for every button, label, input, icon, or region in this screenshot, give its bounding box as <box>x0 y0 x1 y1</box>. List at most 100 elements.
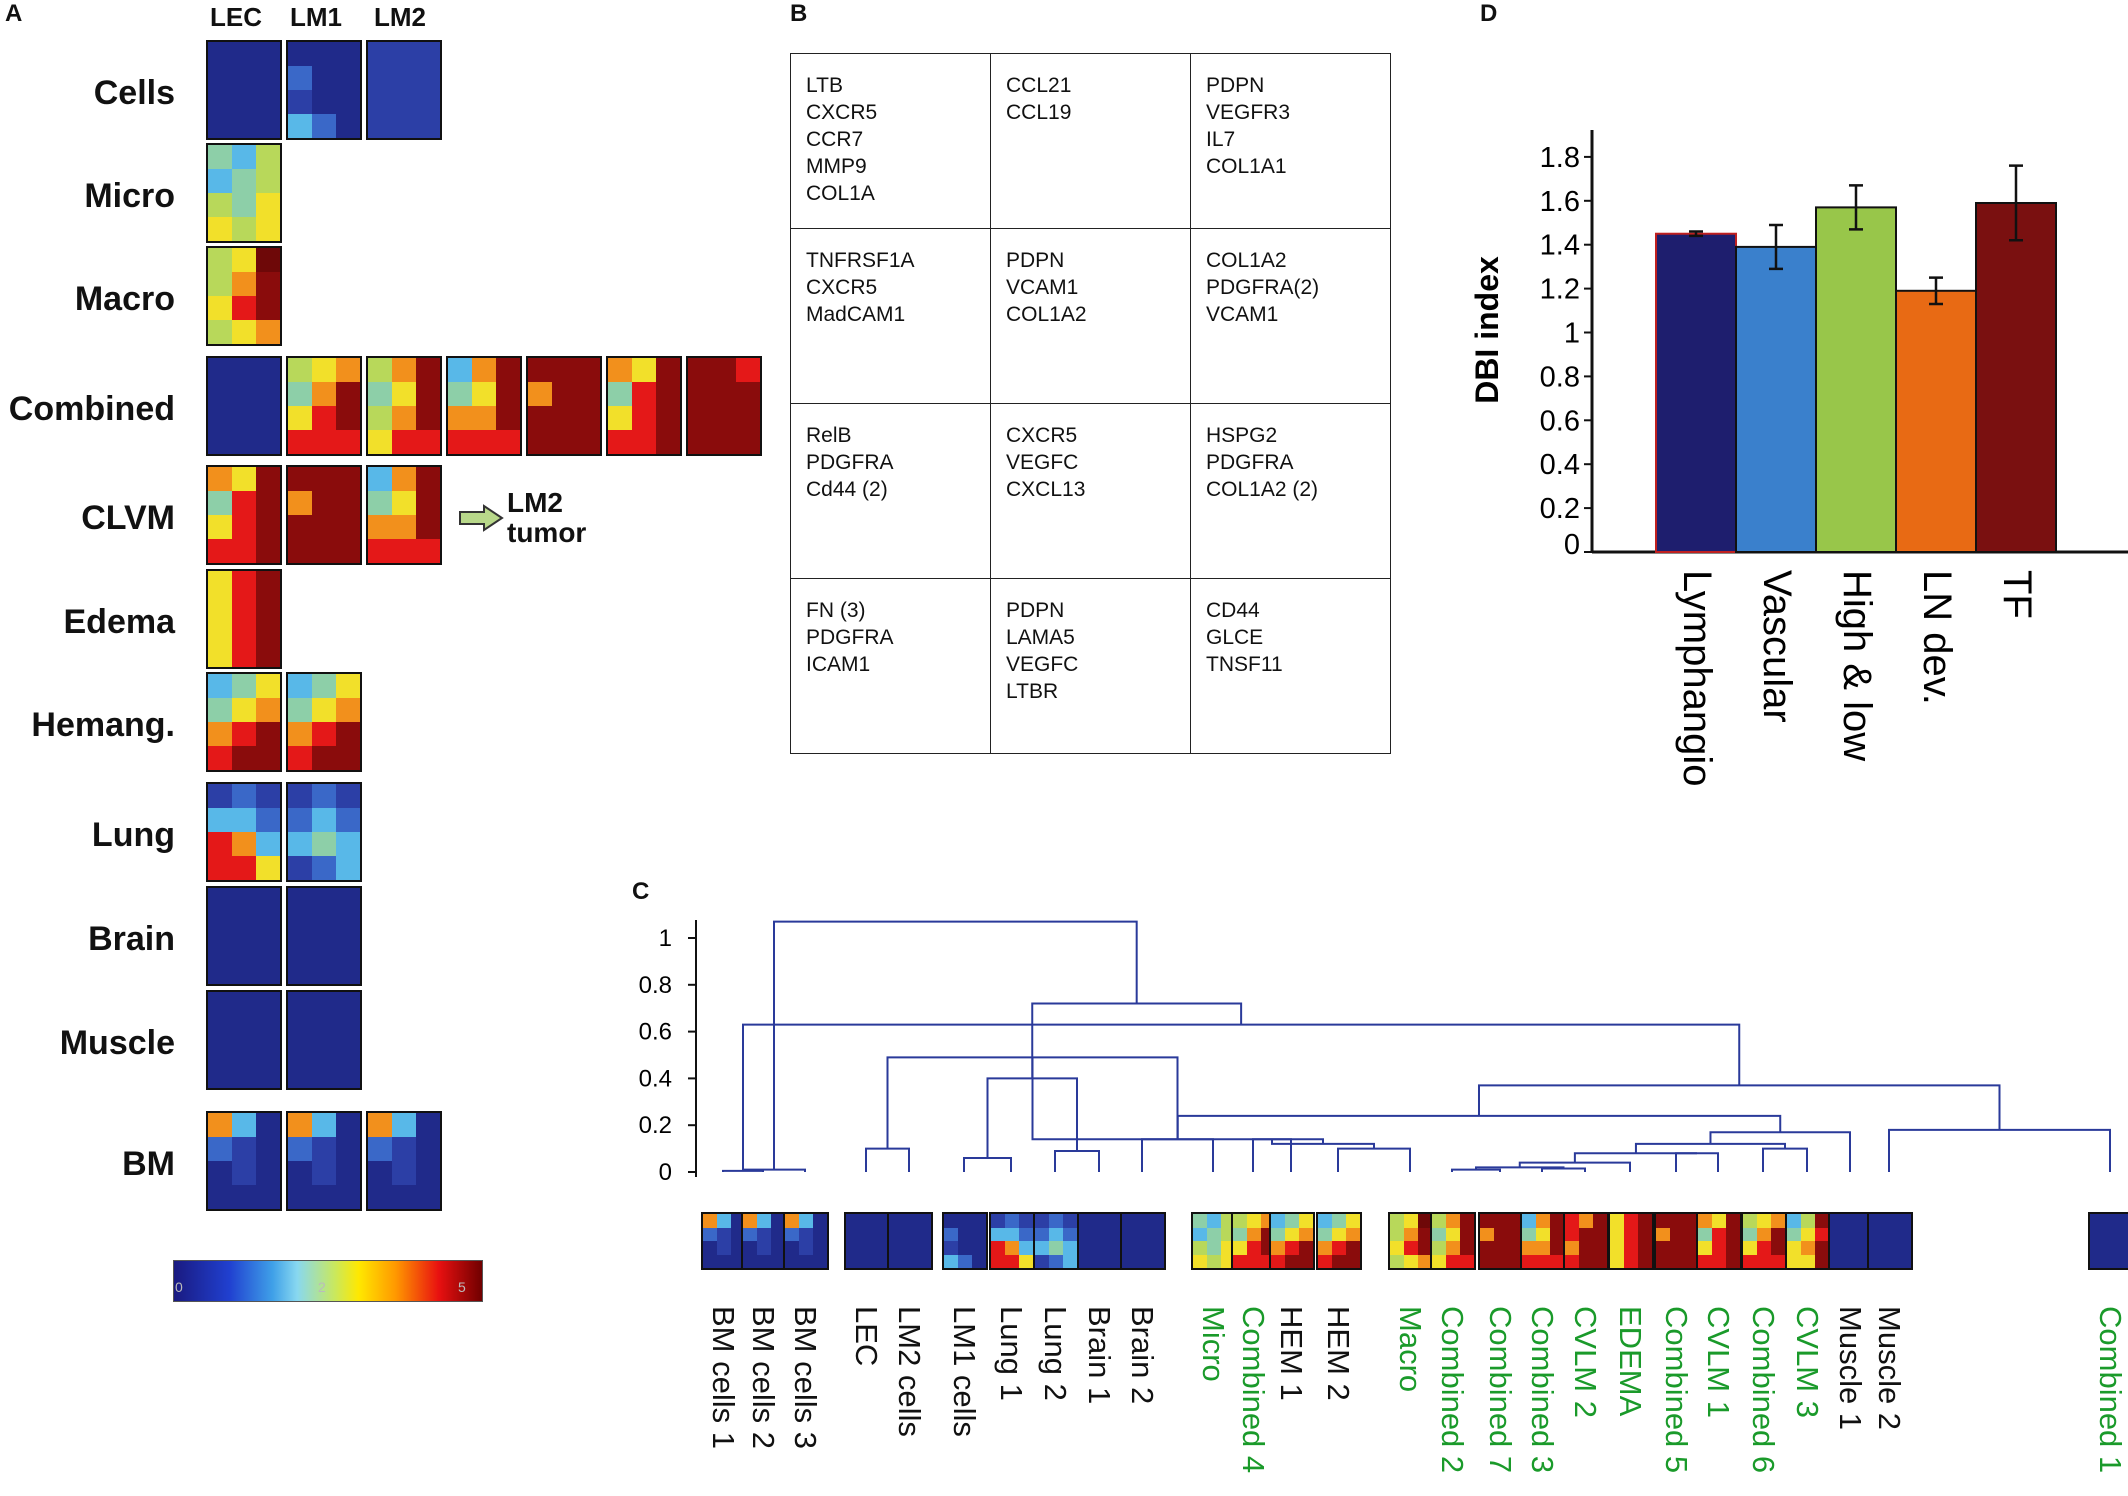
dbi-bar-chart: 0 0.2 0.4 0.6 0.8 1 1.2 1.4 1.6 1.8 DBI index Lymph… <box>1469 130 2128 786</box>
arrow-label: LM2 tumor <box>507 488 586 548</box>
gene-name: CCL21 <box>1006 74 1072 97</box>
heatmap-tile <box>286 465 362 565</box>
gene-name: LTBR <box>1006 680 1059 703</box>
y-tick-label: 1 <box>1564 318 1580 350</box>
gene-name: CXCR5 <box>806 101 878 124</box>
gene-list-cell: FN (3) PDGFRA ICAM1 <box>790 578 991 754</box>
y-tick-label: 0 <box>1564 529 1580 561</box>
gene-name: IL7 <box>1206 128 1236 151</box>
leaf-label: Combined 1 <box>2093 1306 2128 1474</box>
bar-vascular <box>1735 245 1817 554</box>
gene-name: VCAM1 <box>1206 303 1279 326</box>
leaf-label: LM1 cells <box>947 1306 982 1437</box>
heatmap-tile <box>206 1111 282 1211</box>
leaf-label: Muscle 1 <box>1833 1306 1868 1431</box>
leaf-label: BM cells 3 <box>788 1306 823 1449</box>
arrow-label-line1: LM2 <box>507 487 563 518</box>
dendro-y-tick-label: 0.8 <box>639 972 672 999</box>
leaf-heatmap-4 <box>887 1212 933 1270</box>
gene-list-cell: PDPN VEGFR3 IL7 COL1A1 <box>1190 53 1391 229</box>
category-label: LN dev. <box>1915 570 1959 705</box>
dendro-link <box>1337 1147 1411 1172</box>
leaf-label: Lung 2 <box>1038 1306 1073 1401</box>
dendro-y-tick-label: 0.2 <box>639 1112 672 1139</box>
dendro-link <box>1141 1138 1214 1172</box>
gene-name: RelB <box>806 424 852 447</box>
arrow-label-line2: tumor <box>507 517 587 548</box>
heatmap-tile <box>366 465 442 565</box>
row-label-combined: Combined <box>8 390 175 428</box>
leaf-label: EDEMA <box>1613 1306 1648 1417</box>
gene-name: TNFRSF1A <box>806 249 915 272</box>
category-label: Vascular <box>1755 570 1799 723</box>
dendro-link <box>1176 1114 1782 1140</box>
leaf-heatmap-1 <box>741 1212 787 1270</box>
leaf-heatmap-3 <box>844 1212 890 1270</box>
gene-list-cell: TNFRSF1A CXCR5 MadCAM1 <box>790 228 991 404</box>
gene-table-row: FN (3) PDGFRA ICAM1 PDPN LAMA5 VEGFC LTBR CD44 G… <box>790 578 1391 754</box>
leaf-label: Lung 1 <box>994 1306 1029 1401</box>
y-tick-label: 1.8 <box>1540 142 1580 174</box>
leaf-label: Brain 2 <box>1125 1306 1160 1405</box>
y-tick-label: 0.4 <box>1540 449 1580 481</box>
leaf-label: HEM 1 <box>1274 1306 1309 1401</box>
category-label: Lymphangio <box>1675 570 1719 786</box>
gene-name: LTB <box>806 74 843 97</box>
leaf-heatmap-7 <box>1033 1212 1079 1270</box>
gene-name: VCAM1 <box>1006 276 1079 299</box>
gene-name: CXCL13 <box>1006 478 1086 501</box>
heatmap-tile <box>206 40 282 140</box>
heatmap-tile <box>286 886 362 986</box>
row-label-lung: Lung <box>91 816 175 854</box>
gene-name: CXCR5 <box>1006 424 1078 447</box>
heatmap-tile <box>206 672 282 772</box>
gene-name: LAMA5 <box>1006 626 1075 649</box>
leaf-label: LEC <box>849 1306 884 1367</box>
dendro-link <box>1054 1149 1100 1172</box>
leaf-heatmap-22 <box>1741 1212 1787 1270</box>
heatmap-tile <box>286 356 362 456</box>
dendro-link <box>1573 1152 1697 1163</box>
gene-table-row: TNFRSF1A CXCR5 MadCAM1 PDPN VCAM1 COL1A2 COL1A… <box>790 228 1391 404</box>
leaf-heatmap-23 <box>1785 1212 1831 1270</box>
bar-tf <box>1975 201 2057 554</box>
leaf-heatmap-13 <box>1316 1212 1362 1270</box>
leaf-heatmap-14 <box>1388 1212 1434 1270</box>
leaf-heatmap-25 <box>1867 1212 1913 1270</box>
gene-name: PDPN <box>1006 599 1065 622</box>
heatmap-tile <box>686 356 762 456</box>
heatmap-tile <box>286 782 362 882</box>
gene-name: CCR7 <box>806 128 864 151</box>
leaf-label: HEM 2 <box>1321 1306 1356 1401</box>
gene-name: TNSF11 <box>1206 653 1283 676</box>
heatmap-tile <box>206 143 282 243</box>
heatmap-tile <box>526 356 602 456</box>
gene-name: VEGFC <box>1006 653 1079 676</box>
dendro-y-tick-label: 0 <box>659 1159 672 1186</box>
row-label-hemang: Hemang. <box>31 706 175 744</box>
leaf-heatmap-2 <box>783 1212 829 1270</box>
leaf-heatmap-9 <box>1120 1212 1166 1270</box>
bar-ln-dev- <box>1895 289 1977 553</box>
gene-list-cell: LTB CXCR5 CCR7 MMP9 COL1A <box>790 53 991 229</box>
row-label-cells: Cells <box>93 74 175 112</box>
leaf-heatmap-16 <box>1478 1212 1524 1270</box>
leaf-label: Brain 1 <box>1082 1306 1117 1405</box>
gene-list-cell: CXCR5 VEGFC CXCL13 <box>990 403 1191 579</box>
row-label-brain: Brain <box>88 920 175 958</box>
gene-name: HSPG2 <box>1206 424 1278 447</box>
gene-name: MMP9 <box>806 155 867 178</box>
panel-label-b: B <box>790 0 808 27</box>
heatmap-tile <box>286 990 362 1090</box>
gene-name: CCL19 <box>1006 101 1072 124</box>
gene-list-cell: COL1A2 PDGFRA(2) VCAM1 <box>1190 228 1391 404</box>
color-scale-mid: 2 <box>318 1279 326 1295</box>
gene-list-cell: CD44 GLCE TNSF11 <box>1190 578 1391 754</box>
heatmap-tile <box>286 672 362 772</box>
gene-list-cell: RelB PDGFRA Cd44 (2) <box>790 403 991 579</box>
panel-label-a: A <box>5 0 23 27</box>
y-tick-label: 1.2 <box>1540 274 1580 306</box>
gene-name: PDGFRA <box>806 626 894 649</box>
row-label-clvm: CLVM <box>81 499 175 537</box>
